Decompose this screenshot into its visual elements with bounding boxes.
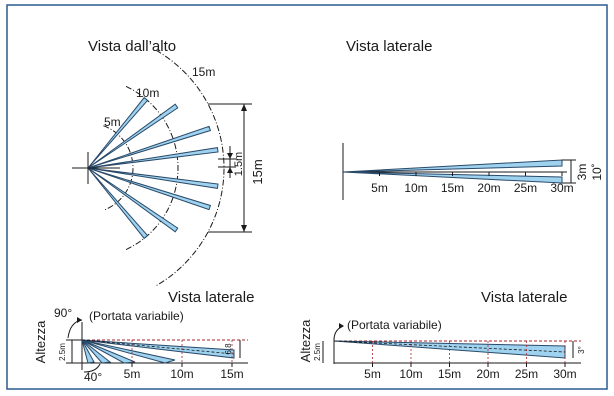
side-view-bottom-right: Vista laterale Altezza (Portata variabil…: [298, 289, 586, 381]
bl-mount-height-label: 2.5m: [58, 343, 67, 361]
dim-15m-label: 15m: [250, 159, 265, 184]
top-view-beam: [87, 167, 219, 189]
top-view-beams: [87, 96, 219, 240]
bl-angle-bottom: 40°: [84, 370, 102, 384]
top-view-beam: [87, 167, 149, 240]
dim-1-5m-label: 1.5m: [233, 152, 245, 176]
range-label-5m: 5m: [104, 115, 121, 129]
tick-label: 30m: [550, 181, 573, 195]
tick-label: 5m: [124, 367, 141, 381]
br-ticks: 5m 10m 15m 20m 25m 30m: [364, 341, 577, 381]
side-view-top-title: Vista laterale: [346, 38, 432, 55]
side-view-bottom-left-title: Vista laterale: [168, 289, 254, 306]
br-height-axis-label: Altezza: [298, 319, 313, 362]
frame-border: [6, 4, 608, 390]
dim-1-5m-arrow-top: [227, 153, 233, 159]
tick-label: 5m: [371, 181, 388, 195]
tick-label: 10m: [170, 367, 193, 381]
tick-label: 15m: [220, 367, 243, 381]
tick-label: 25m: [515, 367, 538, 381]
range-arc: [155, 49, 225, 287]
bl-dashed-beam-axis: [81, 339, 235, 355]
side-view-top-ticks: 5m 10m 15m 20m 25m 30m: [371, 172, 574, 195]
tick-label: 20m: [476, 367, 499, 381]
dim-15m-arrow-bottom: [241, 225, 247, 232]
range-label-10m: 10m: [136, 86, 159, 100]
dim-1-5m-arrow-bottom: [227, 167, 233, 173]
side-view-top-height-label: 3m: [575, 164, 589, 181]
tick-label: 20m: [477, 181, 500, 195]
bl-angle-top: 90°: [54, 306, 72, 320]
br-mount-height-label: 2.5m: [313, 343, 322, 361]
tick-label: 10m: [404, 181, 427, 195]
br-beam-angle-label: 3°: [577, 346, 586, 354]
top-view-title: Vista dall’alto: [88, 38, 176, 55]
top-view-beam: [87, 125, 212, 169]
bl-beam-height-label: 6.8: [224, 343, 233, 355]
bl-beam-4: [81, 339, 112, 364]
tick-label: 5m: [364, 367, 381, 381]
top-view-beam: [87, 167, 179, 233]
range-arc: [125, 85, 179, 251]
bl-variable-note: (Portata variabile): [89, 309, 184, 323]
side-view-bottom-left: Vista laterale Altezza 90° (Portata vari…: [33, 289, 254, 384]
bl-beam-2: [81, 339, 176, 364]
side-view-top-angle-label: 10˚: [590, 163, 604, 180]
tick-label: 15m: [438, 367, 461, 381]
bl-height-axis-label: Altezza: [33, 320, 48, 363]
side-view-top: Vista laterale 3m 10˚ 5m 10m 15m 20m 25m 30m: [342, 38, 604, 200]
bl-beam-3: [81, 339, 136, 364]
tick-label: 10m: [399, 367, 422, 381]
tick-label: 25m: [514, 181, 537, 195]
top-view-beam: [87, 147, 219, 169]
bl-ticks: 5m 10m 15m: [124, 340, 244, 381]
br-variable-note: (Portata variabile): [347, 318, 442, 332]
top-view: Vista dall’alto 5m 10m 15m 15m 1.5m: [72, 38, 265, 287]
side-view-top-beam-upper: [342, 159, 563, 173]
tick-label: 15m: [441, 181, 464, 195]
side-view-bottom-right-title: Vista laterale: [481, 289, 567, 306]
top-view-beam: [87, 96, 149, 169]
bl-beam-5: [81, 339, 95, 364]
dim-15m-arrow-top: [241, 104, 247, 111]
br-angle-arc-arrow: [339, 323, 344, 329]
range-label-15m: 15m: [192, 65, 215, 79]
bl-angle-arc-top-arrow: [77, 317, 82, 323]
tick-label: 30m: [553, 367, 576, 381]
bl-angle-arc-bottom: [83, 363, 101, 373]
top-view-beam: [87, 167, 212, 211]
top-view-beam: [87, 103, 179, 169]
